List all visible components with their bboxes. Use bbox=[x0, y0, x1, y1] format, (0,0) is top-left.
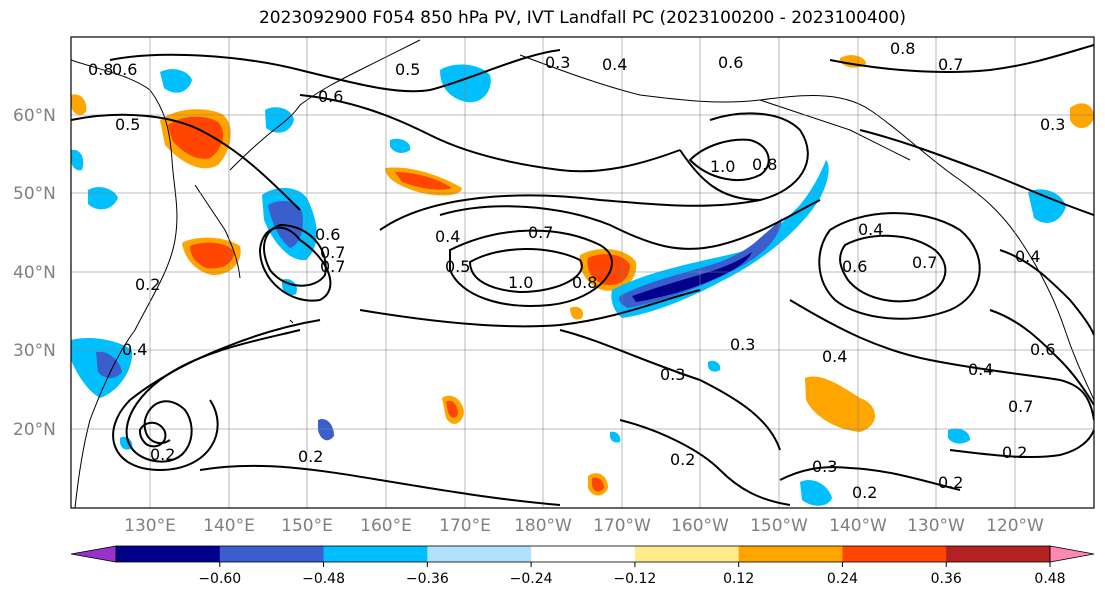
contour-label: 0.8 bbox=[88, 60, 113, 79]
contour-label: 0.7 bbox=[320, 257, 345, 276]
colorbar-tick-label: −0.12 bbox=[613, 571, 656, 587]
colorbar-segment bbox=[219, 546, 325, 562]
contour-label: 0.4 bbox=[858, 220, 883, 239]
contour-label: 0.4 bbox=[1015, 247, 1040, 266]
contour-label: 0.2 bbox=[938, 473, 963, 492]
contour-label: 0.4 bbox=[822, 347, 847, 366]
latitude-labels: 60°N 50°N 40°N 30°N 20°N bbox=[13, 106, 56, 440]
colorbar-segment bbox=[427, 546, 532, 562]
colorbar-tick-label: −0.24 bbox=[510, 571, 553, 587]
lon-label: 120°W bbox=[986, 516, 1044, 536]
lat-label: 60°N bbox=[13, 106, 56, 126]
contour-label: 0.3 bbox=[545, 53, 570, 72]
colorbar-segment bbox=[116, 546, 221, 562]
lat-label: 30°N bbox=[13, 341, 56, 361]
contour-label: 0.5 bbox=[115, 115, 140, 134]
colorbar-tick-label: 0.36 bbox=[931, 571, 962, 587]
contour-label: 0.7 bbox=[320, 243, 345, 262]
ivt-contours bbox=[71, 44, 1094, 506]
lon-label: 130°W bbox=[907, 516, 965, 536]
colorbar-extend-max bbox=[1050, 546, 1094, 562]
contour-label: 0.8 bbox=[572, 273, 597, 292]
map-title: 2023092900 F054 850 hPa PV, IVT Landfall… bbox=[258, 8, 906, 28]
colorbar-segment bbox=[946, 546, 1051, 562]
contour-label: 0.8 bbox=[890, 39, 915, 58]
contour-label: 0.6 bbox=[842, 257, 867, 276]
contour-label: 0.2 bbox=[135, 275, 160, 294]
contour-label: 0.2 bbox=[670, 450, 695, 469]
colorbar-extend-min bbox=[71, 546, 116, 562]
lon-label: 180°W bbox=[514, 516, 572, 536]
contour-label: 0.4 bbox=[602, 55, 627, 74]
contour-label: 0.7 bbox=[1008, 397, 1033, 416]
colorbar-tick-label: −0.48 bbox=[302, 571, 345, 587]
contour-label: 0.7 bbox=[528, 223, 553, 242]
contour-label: 0.4 bbox=[435, 227, 460, 246]
lon-label: 150°E bbox=[281, 516, 333, 536]
contour-label: 1.0 bbox=[710, 157, 735, 176]
contour-label: 0.2 bbox=[150, 445, 175, 464]
contour-label: 0.3 bbox=[1040, 115, 1065, 134]
contour-label: 0.4 bbox=[122, 340, 147, 359]
pos-anomaly-hawaii-ne bbox=[805, 376, 876, 432]
lon-label: 170°W bbox=[593, 516, 651, 536]
longitude-labels: 130°E 140°E 150°E 160°E 170°E 180°W 170°… bbox=[124, 516, 1044, 536]
contour-label: 0.6 bbox=[112, 60, 137, 79]
lon-label: 160°E bbox=[360, 516, 412, 536]
colorbar-segment bbox=[738, 546, 843, 562]
lon-label: 160°W bbox=[671, 516, 729, 536]
contour-labels: 0.5 0.6 0.3 0.4 0.6 0.8 0.7 0.5 0.6 0.6 … bbox=[88, 39, 1065, 502]
lon-label: 140°W bbox=[829, 516, 887, 536]
contour-label: 0.3 bbox=[730, 335, 755, 354]
lat-label: 40°N bbox=[13, 263, 56, 283]
lon-label: 140°E bbox=[203, 516, 255, 536]
contour-label: 0.6 bbox=[1030, 340, 1055, 359]
contour-label: 0.6 bbox=[318, 87, 343, 106]
lat-label: 20°N bbox=[13, 420, 56, 440]
contour-label: 0.2 bbox=[298, 447, 323, 466]
shaded-anomalies bbox=[71, 55, 1094, 506]
contour-label: 0.3 bbox=[812, 457, 837, 476]
contour-label: 0.6 bbox=[718, 53, 743, 72]
colorbar-tick-label: 0.24 bbox=[827, 571, 858, 587]
colorbar: −0.60 −0.48 −0.36 −0.24 −0.12 0.12 0.24 0.36 0.4… bbox=[70, 545, 1095, 587]
colorbar-segment bbox=[634, 546, 740, 562]
contour-label: 0.5 bbox=[395, 60, 420, 79]
map-frame bbox=[70, 36, 1095, 509]
colorbar-tick-label: 0.48 bbox=[1034, 571, 1065, 587]
colorbar-tick-label: −0.36 bbox=[406, 571, 449, 587]
contour-label: 0.3 bbox=[660, 365, 685, 384]
lon-label: 150°W bbox=[750, 516, 808, 536]
contour-label: 0.8 bbox=[752, 155, 777, 174]
contour-label: 0.2 bbox=[1002, 443, 1027, 462]
colorbar-segment bbox=[323, 546, 428, 562]
lon-label: 170°E bbox=[439, 516, 491, 536]
contour-label: 0.7 bbox=[912, 253, 937, 272]
lon-label: 130°E bbox=[124, 516, 176, 536]
colorbar-tick-label: −0.60 bbox=[198, 571, 241, 587]
colorbar-segment bbox=[842, 546, 947, 562]
contour-label: 0.5 bbox=[445, 257, 470, 276]
contour-label: 0.7 bbox=[938, 55, 963, 74]
colorbar-segment bbox=[531, 546, 636, 562]
contour-label: 0.2 bbox=[852, 483, 877, 502]
contour-label: 0.6 bbox=[315, 225, 340, 244]
colorbar-tick-label: 0.12 bbox=[723, 571, 754, 587]
lat-label: 50°N bbox=[13, 184, 56, 204]
contour-label: 0.4 bbox=[968, 360, 993, 379]
contour-label: 1.0 bbox=[508, 273, 533, 292]
coastlines bbox=[71, 39, 1094, 508]
